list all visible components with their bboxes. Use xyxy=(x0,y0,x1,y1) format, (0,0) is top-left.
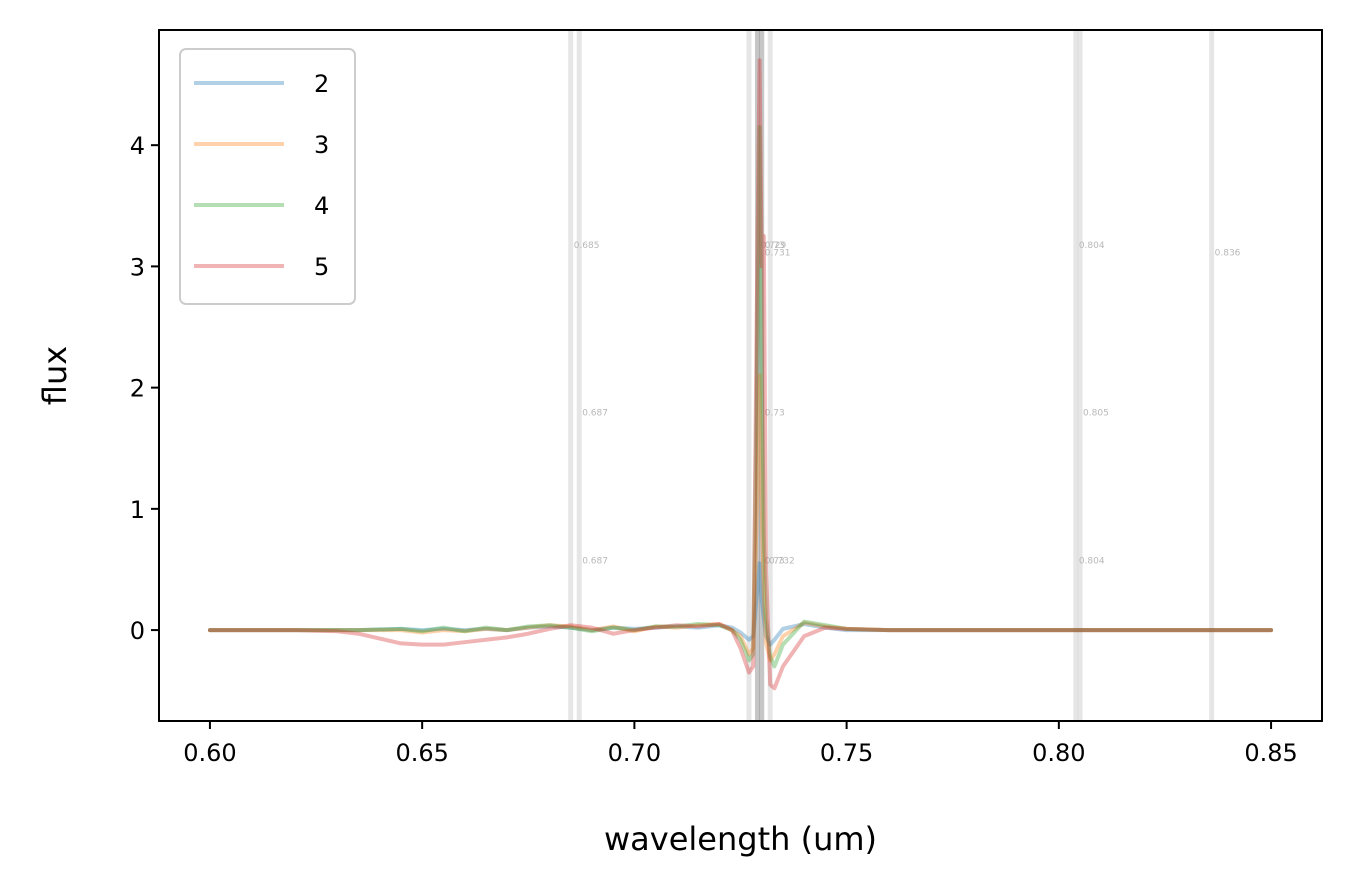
y-tick-label: 0 xyxy=(130,617,145,645)
series-line-3 xyxy=(207,373,1274,663)
x-tick-label: 0.65 xyxy=(395,739,448,767)
legend-label-3: 3 xyxy=(314,131,329,159)
plot-frame xyxy=(158,29,1323,722)
line-label-11: 0.732 xyxy=(769,556,795,566)
y-axis: 0 1 2 3 4 xyxy=(130,132,159,645)
line-label-5: 0.836 xyxy=(1215,248,1241,258)
series-line-2 xyxy=(207,561,1274,647)
line-label-7: 0.73 xyxy=(765,409,785,419)
x-axis: 0.60 0.65 0.70 0.75 0.80 0.85 xyxy=(183,721,1298,767)
series-line-5 xyxy=(207,58,1274,691)
legend-label-4: 4 xyxy=(314,192,329,220)
y-tick-label: 1 xyxy=(130,496,145,524)
line-label-8: 0.805 xyxy=(1083,409,1109,419)
line-label-1: 0.729 xyxy=(760,241,786,251)
legend-label-2: 2 xyxy=(314,70,329,98)
line-label-4: 0.804 xyxy=(1079,241,1105,251)
line-label-0: 0.685 xyxy=(574,241,600,251)
series-layer xyxy=(207,58,1274,691)
y-axis-label: flux xyxy=(36,346,74,405)
line-label-6: 0.687 xyxy=(582,409,608,419)
legend-label-5: 5 xyxy=(314,253,329,281)
line-label-12: 0.804 xyxy=(1079,556,1105,566)
line-label-10: 0.73 xyxy=(765,556,785,566)
legend: 2 3 4 5 xyxy=(179,48,356,305)
y-tick-label: 3 xyxy=(130,253,145,281)
line-label-3: 0.731 xyxy=(765,248,791,258)
x-tick-label: 0.60 xyxy=(183,739,236,767)
y-tick-label: 2 xyxy=(130,375,145,403)
x-tick-label: 0.80 xyxy=(1032,739,1085,767)
x-tick-label: 0.70 xyxy=(608,739,661,767)
x-tick-label: 0.85 xyxy=(1244,739,1297,767)
vertical-reference-lines xyxy=(568,30,1215,721)
line-label-9: 0.687 xyxy=(582,556,608,566)
x-tick-label: 0.75 xyxy=(820,739,873,767)
line-label-2: 0.73 xyxy=(765,241,785,251)
y-tick-label: 4 xyxy=(130,132,145,160)
x-axis-label: wavelength (um) xyxy=(604,820,877,858)
series-line-4 xyxy=(207,124,1274,669)
legend-box xyxy=(179,48,356,305)
